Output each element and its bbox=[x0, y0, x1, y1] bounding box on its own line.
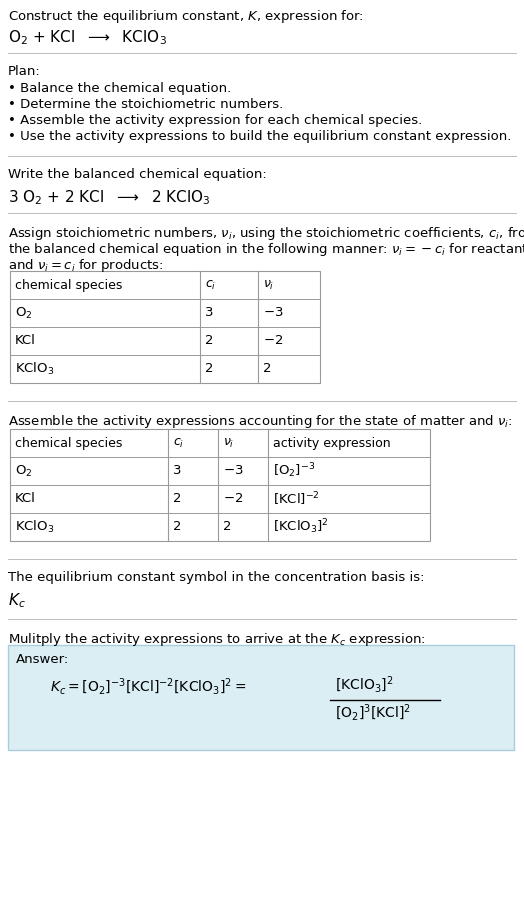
Text: 3: 3 bbox=[173, 465, 181, 478]
Text: $[\mathrm{O_2}]^{-3}$: $[\mathrm{O_2}]^{-3}$ bbox=[273, 461, 315, 480]
Text: Mulitply the activity expressions to arrive at the $K_c$ expression:: Mulitply the activity expressions to arr… bbox=[8, 631, 426, 648]
Text: $[\mathrm{KClO_3}]^{2}$: $[\mathrm{KClO_3}]^{2}$ bbox=[335, 675, 394, 696]
Text: $-3$: $-3$ bbox=[223, 465, 244, 478]
Text: • Determine the stoichiometric numbers.: • Determine the stoichiometric numbers. bbox=[8, 98, 283, 111]
Text: Construct the equilibrium constant, $K$, expression for:: Construct the equilibrium constant, $K$,… bbox=[8, 8, 364, 25]
Bar bbox=[10, 429, 430, 541]
Text: $[\mathrm{KClO_3}]^{2}$: $[\mathrm{KClO_3}]^{2}$ bbox=[273, 518, 329, 536]
Text: $\mathrm{O_2}$: $\mathrm{O_2}$ bbox=[15, 463, 32, 478]
Text: $[\mathrm{KCl}]^{-2}$: $[\mathrm{KCl}]^{-2}$ bbox=[273, 490, 320, 508]
Text: $-2$: $-2$ bbox=[263, 334, 283, 348]
Text: $\mathrm{O_2}$ + KCl  $\longrightarrow$  $\mathrm{KClO_3}$: $\mathrm{O_2}$ + KCl $\longrightarrow$ $… bbox=[8, 28, 167, 47]
Text: • Balance the chemical equation.: • Balance the chemical equation. bbox=[8, 82, 231, 95]
Bar bbox=[10, 271, 320, 383]
Text: chemical species: chemical species bbox=[15, 278, 123, 292]
Text: • Use the activity expressions to build the equilibrium constant expression.: • Use the activity expressions to build … bbox=[8, 130, 511, 143]
Text: 2: 2 bbox=[205, 362, 213, 376]
Text: 3 $\mathrm{O_2}$ + 2 KCl  $\longrightarrow$  2 $\mathrm{KClO_3}$: 3 $\mathrm{O_2}$ + 2 KCl $\longrightarro… bbox=[8, 188, 211, 206]
Text: $-2$: $-2$ bbox=[223, 493, 243, 505]
Text: $[\mathrm{O_2}]^{3}[\mathrm{KCl}]^{2}$: $[\mathrm{O_2}]^{3}[\mathrm{KCl}]^{2}$ bbox=[335, 703, 411, 724]
Text: $\nu_i$: $\nu_i$ bbox=[263, 278, 275, 292]
Text: $K_c = [\mathrm{O_2}]^{-3}[\mathrm{KCl}]^{-2}[\mathrm{KClO_3}]^{2} = $: $K_c = [\mathrm{O_2}]^{-3}[\mathrm{KCl}]… bbox=[50, 677, 246, 697]
Text: Write the balanced chemical equation:: Write the balanced chemical equation: bbox=[8, 168, 267, 181]
Text: KCl: KCl bbox=[15, 334, 36, 348]
Text: $-3$: $-3$ bbox=[263, 306, 283, 320]
Text: Assemble the activity expressions accounting for the state of matter and $\nu_i$: Assemble the activity expressions accoun… bbox=[8, 413, 512, 430]
Text: Plan:: Plan: bbox=[8, 65, 41, 78]
Text: Assign stoichiometric numbers, $\nu_i$, using the stoichiometric coefficients, $: Assign stoichiometric numbers, $\nu_i$, … bbox=[8, 225, 524, 242]
Text: 2: 2 bbox=[173, 521, 181, 533]
Text: $\nu_i$: $\nu_i$ bbox=[223, 436, 234, 450]
Text: 2: 2 bbox=[263, 362, 271, 376]
Text: 3: 3 bbox=[205, 306, 213, 320]
Text: and $\nu_i = c_i$ for products:: and $\nu_i = c_i$ for products: bbox=[8, 257, 163, 274]
Text: KCl: KCl bbox=[15, 493, 36, 505]
Text: 2: 2 bbox=[205, 334, 213, 348]
Text: chemical species: chemical species bbox=[15, 436, 123, 450]
Text: 2: 2 bbox=[223, 521, 232, 533]
Text: the balanced chemical equation in the following manner: $\nu_i = -c_i$ for react: the balanced chemical equation in the fo… bbox=[8, 241, 524, 258]
Text: $c_i$: $c_i$ bbox=[205, 278, 216, 292]
Text: $\mathrm{KClO_3}$: $\mathrm{KClO_3}$ bbox=[15, 361, 54, 377]
Text: 2: 2 bbox=[173, 493, 181, 505]
Text: $\mathrm{O_2}$: $\mathrm{O_2}$ bbox=[15, 305, 32, 321]
Text: Answer:: Answer: bbox=[16, 653, 69, 666]
Text: • Assemble the activity expression for each chemical species.: • Assemble the activity expression for e… bbox=[8, 114, 422, 127]
Text: activity expression: activity expression bbox=[273, 436, 390, 450]
FancyBboxPatch shape bbox=[8, 645, 514, 750]
Text: $\mathrm{KClO_3}$: $\mathrm{KClO_3}$ bbox=[15, 519, 54, 535]
Text: $c_i$: $c_i$ bbox=[173, 436, 184, 450]
Text: $K_c$: $K_c$ bbox=[8, 591, 26, 610]
Text: The equilibrium constant symbol in the concentration basis is:: The equilibrium constant symbol in the c… bbox=[8, 571, 424, 584]
